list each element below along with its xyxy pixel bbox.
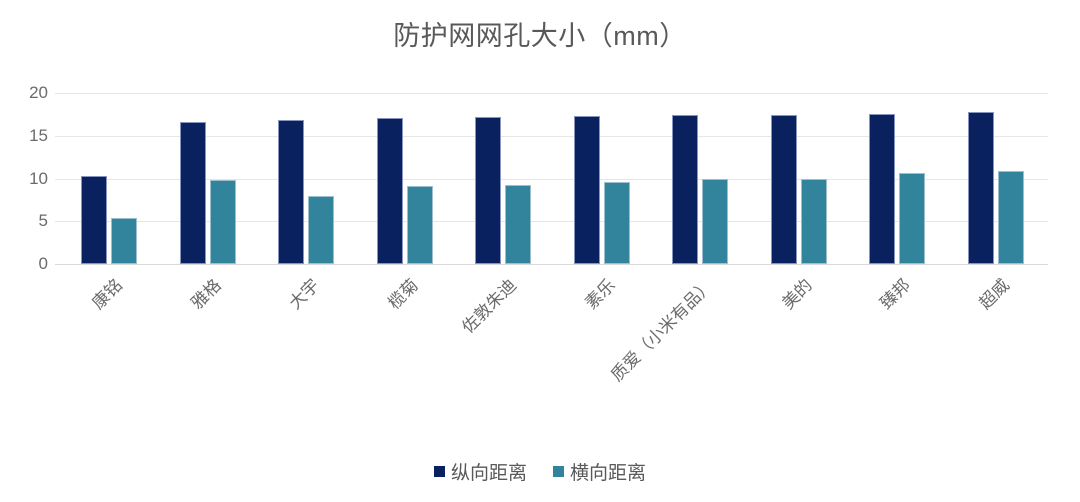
bar-0-5[interactable] [573,116,600,264]
bar-group [672,93,728,264]
bar-group [770,93,827,264]
plot-area [55,93,1048,265]
bar-0-8[interactable] [869,114,895,264]
legend-item-1[interactable]: 横向距离 [553,458,646,485]
bar-group [81,93,137,264]
chart-legend: 纵向距离 横向距离 [0,458,1080,485]
legend-label: 横向距离 [570,463,647,484]
gridline-10 [55,178,1048,180]
legend-item-0[interactable]: 纵向距离 [433,458,527,485]
y-tick-label: 10 [29,168,48,188]
x-axis: 康铭 雅格 大宇 榄菊 佐敦朱迪 素乐 质爱（小米有品） 美的 臻邦 超威 [55,264,1048,444]
gridline-15 [55,135,1048,137]
y-tick-label: 15 [29,125,48,145]
bar-group [376,93,433,264]
y-tick-label: 5 [38,211,48,231]
bar-1-5[interactable] [603,181,630,264]
bar-0-9[interactable] [967,111,994,264]
gridline-20 [55,93,1048,94]
bar-group [967,93,1024,264]
bar-0-1[interactable] [179,122,206,264]
bar-group [869,93,925,264]
y-tick-label: 0 [38,254,48,273]
bar-group [573,93,630,264]
legend-swatch-icon [553,466,564,477]
bar-0-2[interactable] [278,120,304,264]
bar-0-3[interactable] [376,117,403,264]
bar-1-0[interactable] [111,217,137,264]
bar-1-1[interactable] [209,180,236,264]
legend-swatch-icon [433,466,445,477]
bar-0-7[interactable] [770,115,797,264]
bar-1-3[interactable] [406,186,433,264]
chart-title: 防护网网孔大小（mm） [393,21,687,51]
bar-1-2[interactable] [308,195,334,264]
bar-1-9[interactable] [997,170,1024,264]
bar-group [179,93,236,264]
bar-0-0[interactable] [81,175,107,264]
bar-1-4[interactable] [505,184,531,264]
bar-1-7[interactable] [800,178,827,264]
y-tick-label: 20 [29,83,48,102]
bar-1-8[interactable] [899,172,925,264]
gridline-0 [55,264,1048,265]
bar-group [475,93,531,264]
bar-group [278,93,334,264]
y-axis: 0 5 10 15 20 [0,83,48,273]
bar-0-6[interactable] [672,115,698,264]
gridline-5 [55,221,1048,223]
legend-label: 纵向距离 [450,463,527,484]
bar-0-4[interactable] [475,116,501,264]
bar-1-6[interactable] [702,178,728,264]
